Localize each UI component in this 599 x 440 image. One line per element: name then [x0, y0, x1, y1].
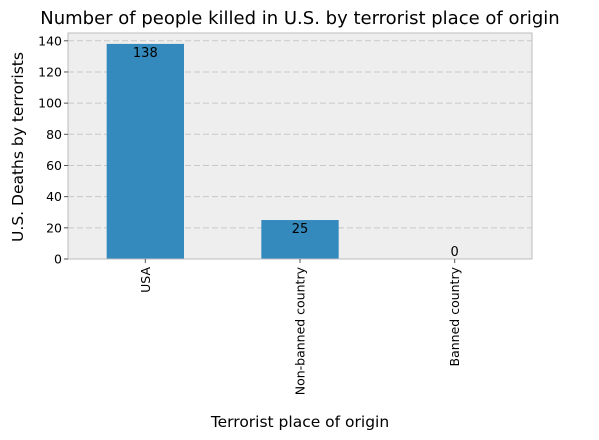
y-axis-label: U.S. Deaths by terrorists — [9, 52, 27, 242]
x-axis-ticks: USA Non-banned country Banned country — [138, 259, 462, 395]
y-tick-label: 0 — [54, 252, 62, 267]
y-tick-label: 100 — [38, 96, 62, 111]
x-axis-label: Terrorist place of origin — [210, 413, 389, 431]
y-tick-label: 20 — [46, 220, 62, 235]
data-label: 138 — [133, 46, 158, 61]
x-tick-label: Banned country — [447, 266, 462, 366]
y-tick-label: 80 — [46, 127, 62, 142]
bars — [106, 43, 339, 260]
y-tick-label: 40 — [46, 189, 62, 204]
chart-title: Number of people killed in U.S. by terro… — [40, 8, 559, 29]
bar-1 — [261, 220, 339, 259]
x-tick-label: USA — [138, 267, 153, 293]
x-tick-label: Non-banned country — [293, 266, 308, 395]
data-labels: 138 25 0 — [133, 46, 459, 260]
bar-0 — [106, 43, 184, 260]
data-label: 25 — [292, 222, 309, 237]
y-tick-label: 140 — [38, 33, 62, 48]
y-tick-label: 60 — [46, 158, 62, 173]
y-tick-label: 120 — [38, 64, 62, 79]
data-label: 0 — [451, 245, 459, 260]
y-axis-ticks: 0 20 40 60 80 100 120 140 — [38, 33, 68, 267]
